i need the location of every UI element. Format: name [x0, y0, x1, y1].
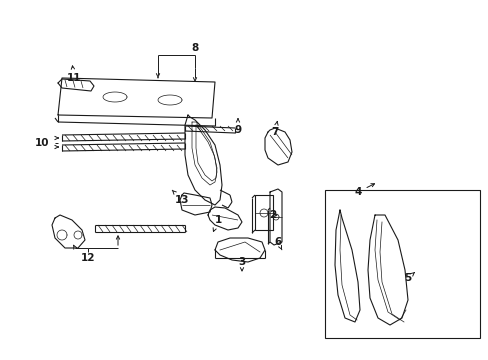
Text: 5: 5	[404, 273, 414, 283]
Text: 3: 3	[238, 257, 245, 271]
Text: 6: 6	[274, 237, 281, 250]
Text: 1: 1	[213, 215, 221, 231]
Text: 9: 9	[234, 119, 241, 135]
Bar	[325, 190, 479, 338]
Bar	[254, 195, 272, 230]
Text: 13: 13	[172, 190, 189, 205]
Text: 11: 11	[67, 66, 81, 83]
Text: 2: 2	[269, 210, 276, 220]
Text: 12: 12	[81, 253, 95, 263]
Text: 8: 8	[191, 43, 198, 53]
Text: 7: 7	[271, 121, 278, 137]
Text: 4: 4	[354, 184, 374, 197]
Text: 10: 10	[35, 138, 49, 148]
